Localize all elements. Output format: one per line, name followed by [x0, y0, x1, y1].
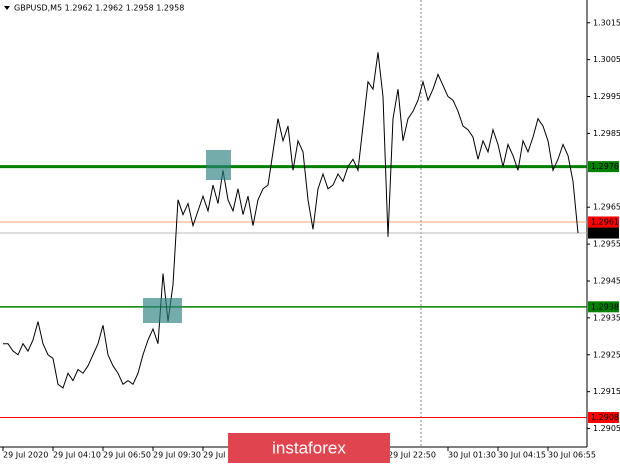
zone-box — [206, 150, 231, 180]
x-tick-label: 30 Jul 01:30 — [448, 451, 496, 460]
plot: 1.3015 1.3005 1.2995 1.2985 1.2965 1.2955 1.29… — [0, 18, 620, 460]
level-label: 1.2938 — [591, 302, 619, 311]
y-tick-label: 1.2925 — [593, 350, 620, 359]
watermark: instaforex — [272, 438, 346, 457]
level-label-bg — [588, 161, 619, 173]
y-tick-label: 1.3005 — [593, 55, 620, 64]
price-line — [3, 52, 579, 389]
x-tick-label: 30 Jul 06:55 — [548, 451, 596, 460]
watermark-bg — [228, 433, 390, 463]
y-tick-label: 1.2985 — [593, 129, 620, 138]
x-tick-label: 30 Jul 04:15 — [498, 451, 546, 460]
level-label: 1.2908 — [591, 413, 619, 422]
y-tick-label: 1.2905 — [593, 424, 620, 433]
level-label-bg — [588, 227, 619, 239]
x-tick-label: 29 Jul 2020 — [3, 451, 48, 460]
menu-triangle — [4, 6, 10, 10]
zone-box — [143, 298, 182, 323]
x-tick-label: 29 Jul 12:10 — [203, 451, 251, 460]
y-tick-label: 1.2945 — [593, 276, 620, 285]
y-tick-label: 1.2995 — [593, 92, 620, 101]
x-tick-label: 29 Jul 04:10 — [53, 451, 101, 460]
x-tick-label: 29 Jul 06:50 — [103, 451, 151, 460]
y-tick-label: 1.3015 — [593, 18, 620, 27]
x-tick-label: 29 Jul 22:50 — [388, 451, 436, 460]
symbol-title: GBPUSD,M5 1.2962 1.2962 1.2958 1.2958 — [14, 4, 184, 13]
y-tick-label: 1.2955 — [593, 240, 620, 249]
y-tick-label: 1.2935 — [593, 313, 620, 322]
x-tick-label: 29 Jul 09:30 — [153, 451, 201, 460]
y-tick-label: 1.2915 — [593, 387, 620, 396]
y-tick-label: 1.2965 — [593, 203, 620, 212]
level-label: 1.2958 — [591, 229, 619, 238]
level-label-bg — [588, 411, 619, 423]
level-label: 1.2961 — [591, 217, 619, 226]
level-label: 1.2976 — [591, 162, 619, 171]
level-label-bg — [588, 216, 619, 228]
level-label-bg — [588, 301, 619, 313]
